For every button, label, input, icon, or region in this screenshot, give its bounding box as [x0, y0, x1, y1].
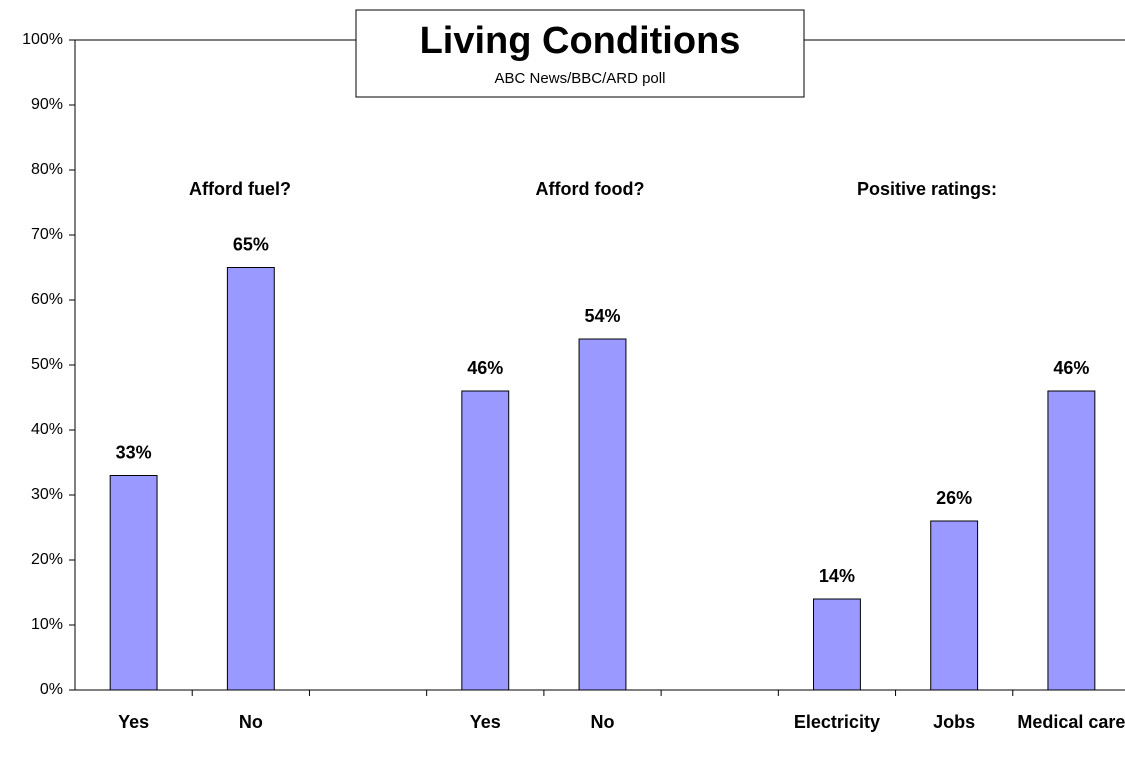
- data-label: 54%: [584, 306, 620, 326]
- x-tick-label: No: [239, 712, 263, 732]
- bar: [1047, 390, 1096, 691]
- y-tick-label: 0%: [40, 681, 63, 698]
- y-tick-label: 10%: [31, 616, 63, 633]
- group-label: Afford food?: [536, 179, 645, 199]
- y-tick-label: 100%: [22, 31, 63, 48]
- y-tick-label: 70%: [31, 226, 63, 243]
- y-tick-label: 50%: [31, 356, 63, 373]
- bar: [930, 520, 979, 691]
- bar: [461, 390, 510, 691]
- y-tick-label: 40%: [31, 421, 63, 438]
- data-label: 26%: [936, 488, 972, 508]
- group-label: Afford fuel?: [189, 179, 291, 199]
- bar: [813, 598, 861, 691]
- x-tick-label: Yes: [118, 712, 149, 732]
- bar: [109, 475, 158, 691]
- group-label: Positive ratings:: [857, 179, 997, 199]
- y-tick-label: 60%: [31, 291, 63, 308]
- chart-title: Living Conditions: [420, 20, 741, 62]
- bar: [226, 267, 275, 691]
- bar: [578, 338, 627, 691]
- x-tick-label: Yes: [470, 712, 501, 732]
- data-label: 46%: [467, 358, 503, 378]
- data-label: 46%: [1053, 358, 1089, 378]
- y-tick-label: 30%: [31, 486, 63, 503]
- x-tick-label: Jobs: [933, 712, 975, 732]
- data-label: 33%: [116, 442, 152, 462]
- x-tick-label: No: [591, 712, 615, 732]
- y-tick-label: 20%: [31, 551, 63, 568]
- data-label: 65%: [233, 234, 269, 254]
- data-label: 14%: [819, 566, 855, 586]
- y-tick-label: 80%: [31, 161, 63, 178]
- x-tick-label: Electricity: [794, 712, 880, 732]
- x-tick-label: Medical care: [1017, 712, 1125, 732]
- title-box: [355, 9, 805, 98]
- chart-subtitle: ABC News/BBC/ARD poll: [495, 70, 666, 87]
- y-tick-label: 90%: [31, 96, 63, 113]
